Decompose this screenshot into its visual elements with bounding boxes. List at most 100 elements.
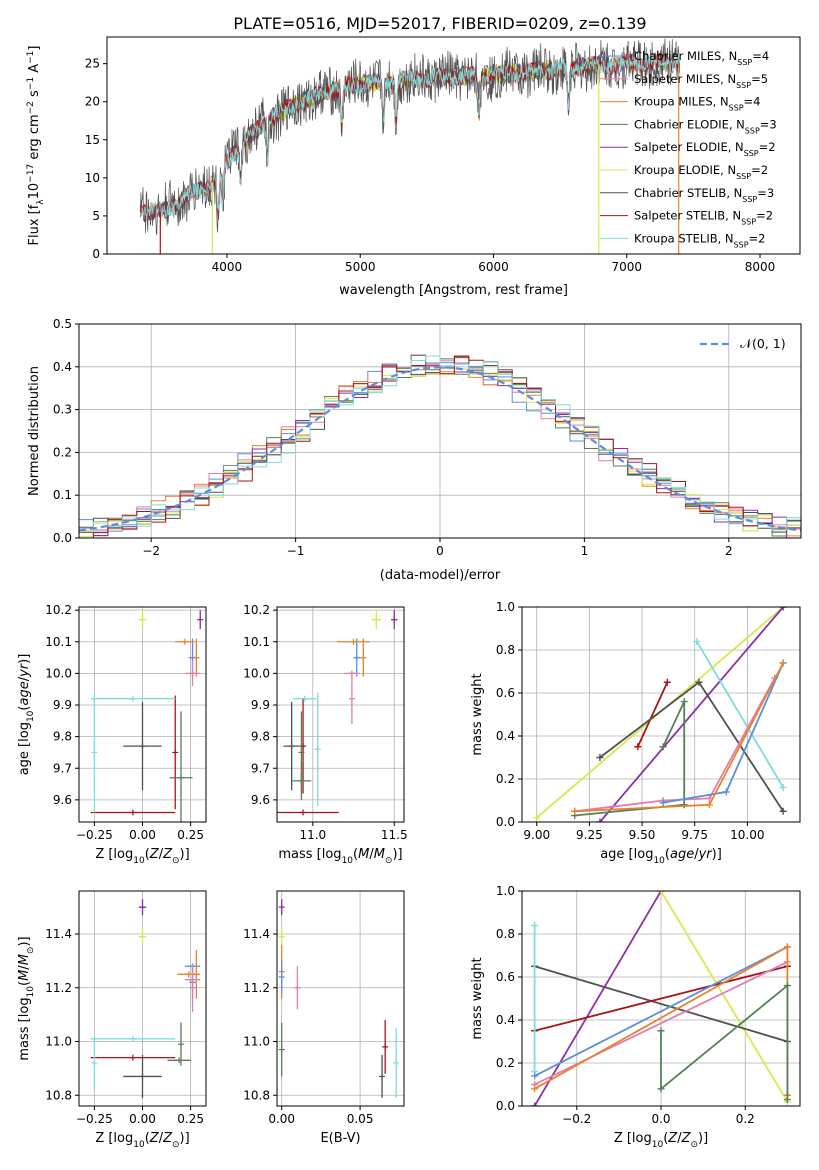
legend-label: Salpeter STELIB, NSSP=2 <box>634 209 773 227</box>
plot-area <box>90 610 204 822</box>
figure-title: PLATE=0516, MJD=52017, FIBERID=0209, z=0… <box>233 14 646 33</box>
label-part: / <box>17 965 32 970</box>
y-tick-label: 0.5 <box>53 317 72 331</box>
y-tick-label: 20 <box>85 95 100 109</box>
legend-subscript: SSP <box>736 80 751 89</box>
label-part: )] <box>392 847 402 862</box>
plot-area <box>278 899 400 1098</box>
label-part: ( <box>145 847 150 862</box>
weight-line-kroupa-elodie <box>660 891 789 1103</box>
x-tick-label: 6000 <box>478 260 509 274</box>
legend-count: =3 <box>760 117 777 131</box>
x-tick-label: 9.25 <box>576 828 603 842</box>
weight-point <box>531 1102 539 1106</box>
label-part: / <box>369 847 374 862</box>
weight-line-kroupa-stelib <box>696 640 784 789</box>
label-part: 10 <box>133 1140 145 1150</box>
legend-count: =3 <box>757 186 774 200</box>
plot-area <box>277 610 398 816</box>
weight-point <box>533 814 541 822</box>
label-part: 10 <box>342 856 354 866</box>
legend-subscript: SSP <box>741 217 756 226</box>
y-tick-label: 10.0 <box>243 666 270 680</box>
weight-point <box>783 982 791 990</box>
y-tick-label: 10 <box>85 171 100 185</box>
legend-label: Chabrier STELIB, NSSP=3 <box>634 186 774 204</box>
data-point <box>139 616 146 623</box>
label-part: Z <box>162 847 173 862</box>
label-part: 10 <box>652 1140 664 1150</box>
data-point <box>197 616 204 623</box>
y-tick-label: 11.0 <box>45 1035 72 1049</box>
label-part: Z <box>149 847 160 862</box>
y-tick-label: 1.0 <box>496 884 515 898</box>
x-tick-label: 9.00 <box>523 828 550 842</box>
y-axis-label: age [log10(age/yr)] <box>17 654 36 776</box>
data-point <box>278 933 285 940</box>
y-tick-label: 10.0 <box>45 666 72 680</box>
legend-count: =2 <box>759 140 776 154</box>
weight-point <box>657 891 665 895</box>
label-part: 10 <box>26 986 36 998</box>
y-tick-label: 10.1 <box>243 635 270 649</box>
label-part: ( <box>663 1131 668 1146</box>
label-part: A <box>27 64 42 77</box>
x-tick-label: 8000 <box>745 260 776 274</box>
label-part: Z <box>162 1131 173 1146</box>
x-axis-label: Z [log10(Z/Z⊙)] <box>614 1131 708 1150</box>
weight-point <box>680 698 688 706</box>
x-tick-label: 0.05 <box>347 1112 374 1126</box>
weight-line-kroupa-miles <box>574 662 784 813</box>
spectrum-chabrier-stelib <box>139 38 681 236</box>
label-part: yr <box>698 847 714 862</box>
label-part: ( <box>665 847 670 862</box>
y-tick-label: 11.0 <box>243 1035 270 1049</box>
x-tick-label: −0.25 <box>76 828 113 842</box>
normal-curve <box>79 366 801 532</box>
label-part: age [log <box>17 722 32 775</box>
y-tick-label: 11.4 <box>45 927 72 941</box>
weight-point <box>695 678 703 686</box>
weight-line-chabrier-elodie <box>660 983 789 1100</box>
x-tick-label: −0.2 <box>562 1112 591 1126</box>
plot-area <box>531 891 791 1106</box>
weight-point <box>596 818 604 822</box>
y-axis-label: Normed distribution <box>27 366 42 496</box>
weight-line-chabrier-miles <box>534 946 788 1077</box>
y-tick-label: 0.0 <box>496 815 515 829</box>
y-axis-label: mass weight <box>470 957 485 1039</box>
y-tick-label: 11.4 <box>243 927 270 941</box>
label-part: Flux [f <box>27 204 42 245</box>
data-point <box>193 971 200 978</box>
label-part: Z <box>667 1131 678 1146</box>
legend-subscript: SSP <box>737 58 752 67</box>
label-part: / <box>677 1131 682 1146</box>
label-part: )] <box>17 936 32 946</box>
data-point <box>393 1060 400 1066</box>
legend-count: =2 <box>751 163 768 177</box>
weight-point <box>659 799 667 807</box>
axes-frame <box>521 606 801 823</box>
label-part: −1 <box>26 77 36 90</box>
data-point <box>139 904 146 911</box>
label-part: M <box>374 847 385 862</box>
data-point <box>129 1035 136 1042</box>
weight-point <box>779 807 787 815</box>
weight-line-chabrier-elodie <box>574 701 686 817</box>
x-tick-label: 1 <box>581 544 589 558</box>
legend-count: =4 <box>744 95 761 109</box>
y-tick-label: 0.2 <box>53 445 72 459</box>
data-point <box>139 743 146 750</box>
label-part: M <box>17 954 32 965</box>
weight-point <box>634 743 642 751</box>
label-part: ⊙ <box>26 947 36 955</box>
spectrum-kroupa-stelib <box>139 52 681 219</box>
label-part: Z [log <box>614 1131 652 1146</box>
x-axis-label: Z [log10(Z/Z⊙)] <box>95 1131 189 1150</box>
legend-label: Kroupa STELIB, NSSP=2 <box>634 231 765 249</box>
weight-point <box>596 754 604 761</box>
weight-point <box>693 637 701 645</box>
y-tick-label: 0.2 <box>496 1056 515 1070</box>
label-part: ⊙ <box>172 1140 180 1150</box>
